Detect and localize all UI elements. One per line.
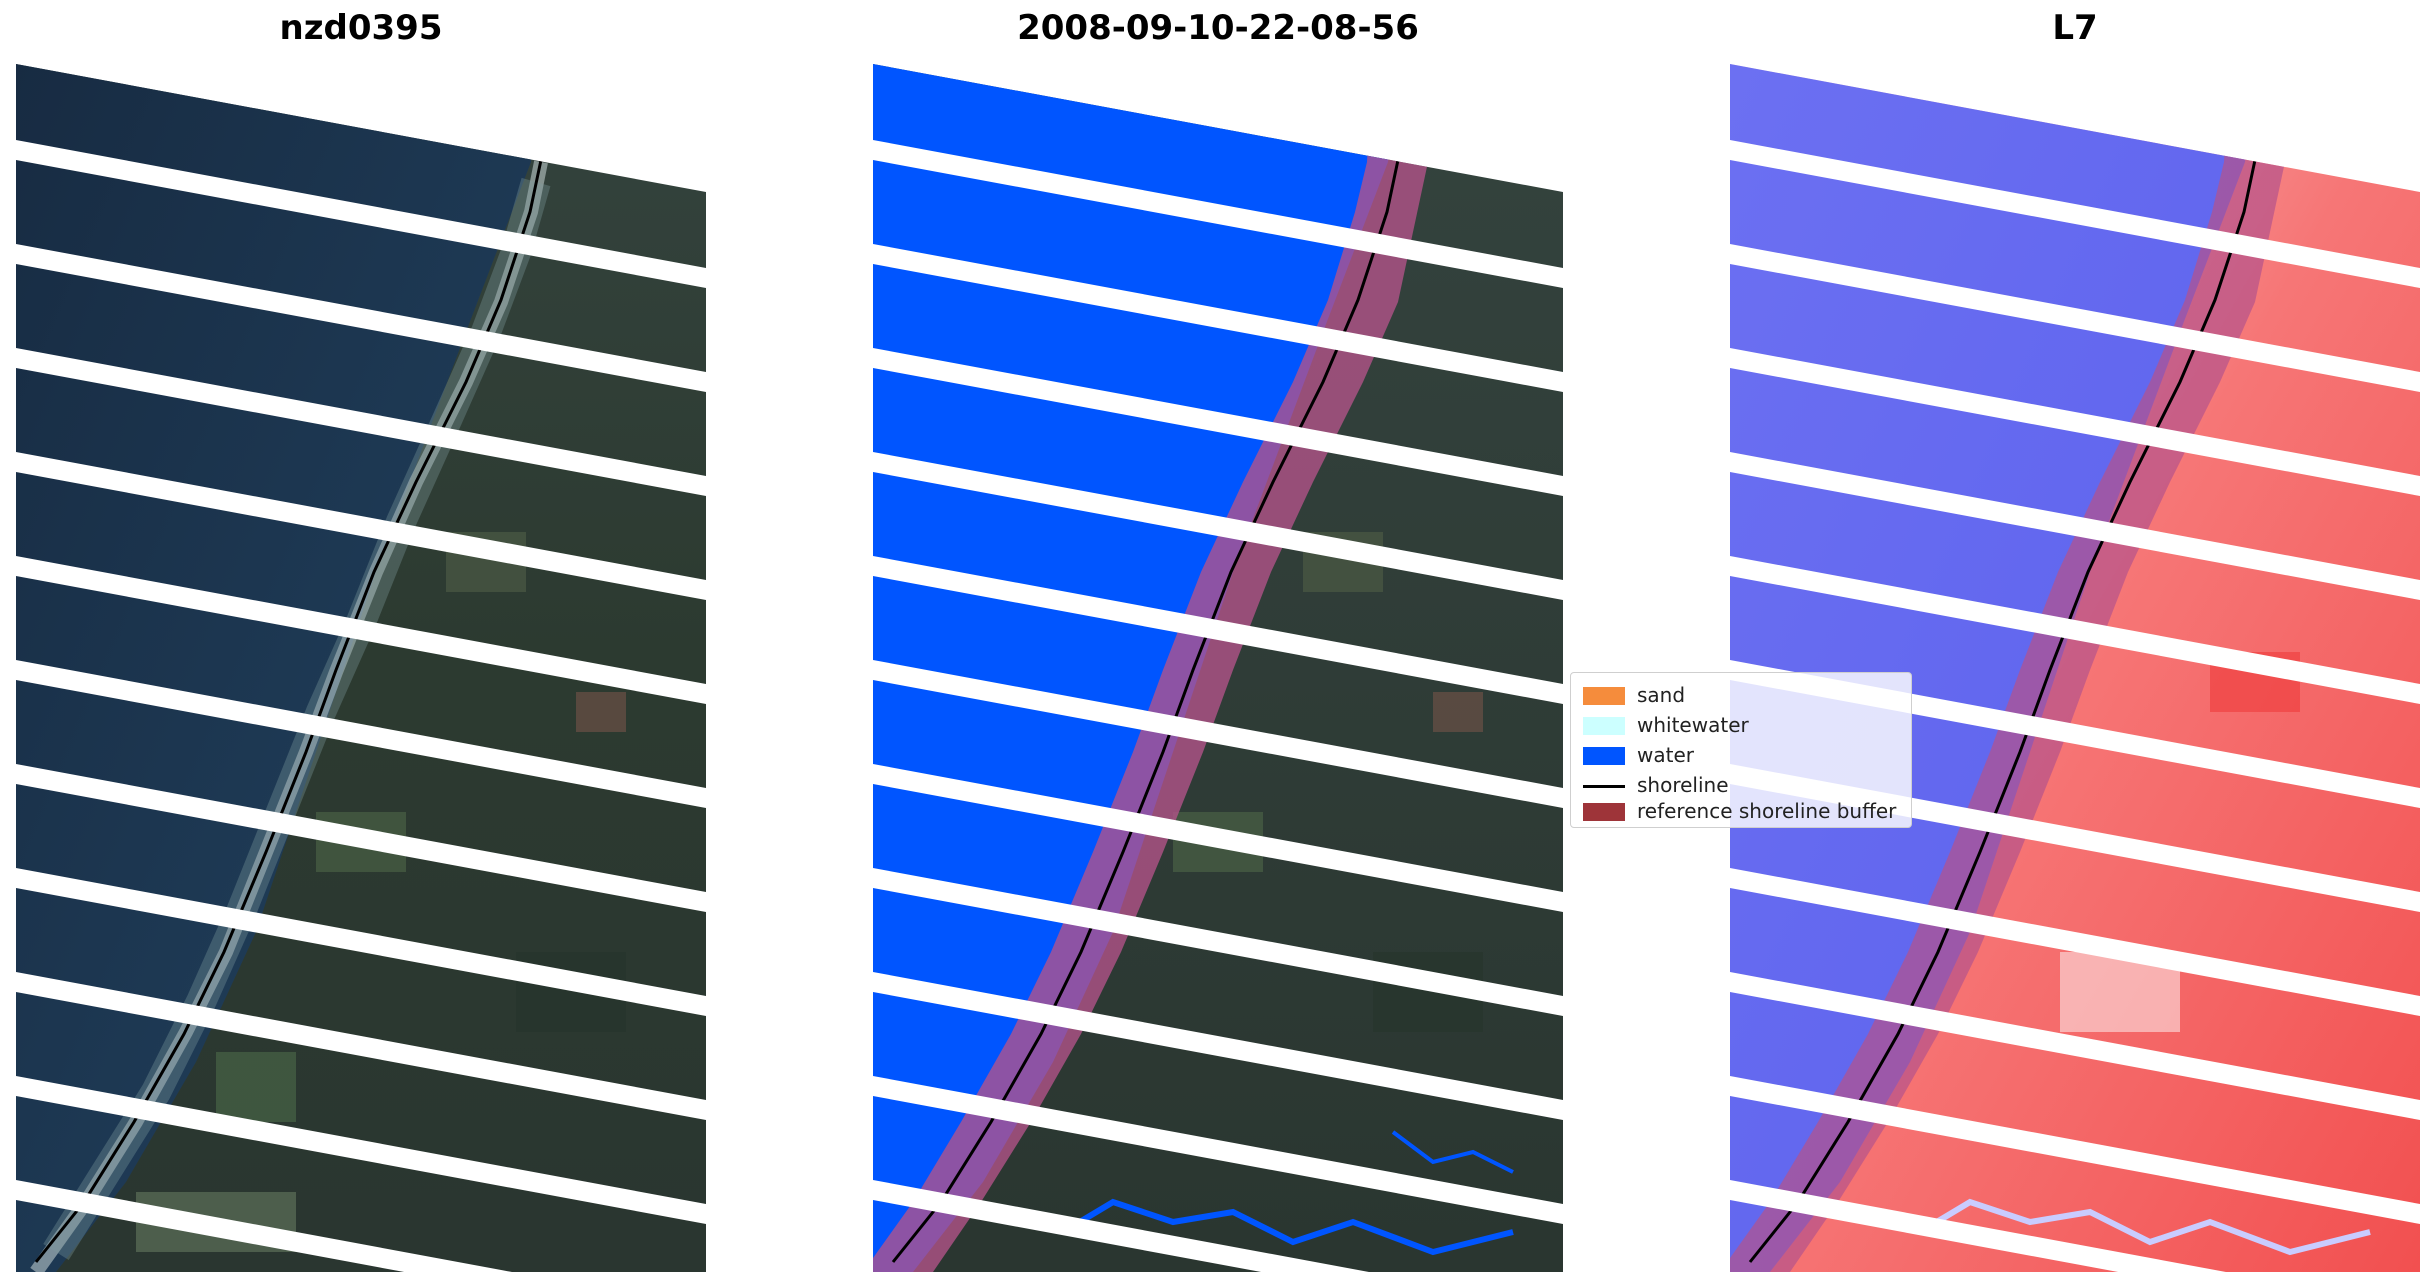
legend-swatch-whitewater xyxy=(1583,717,1625,735)
panel-title-index: L7 xyxy=(2052,8,2098,48)
legend-label-whitewater: whitewater xyxy=(1637,713,1749,737)
legend-swatch-water xyxy=(1583,747,1625,765)
legend-label-shoreline: shoreline xyxy=(1637,773,1729,797)
legend-swatch-sand xyxy=(1583,687,1625,705)
legend-label-sand: sand xyxy=(1637,683,1686,707)
panel-title-rgb: nzd0395 xyxy=(279,8,443,48)
panel-title-classified: 2008-09-10-22-08-56 xyxy=(1017,8,1419,48)
legend: sand whitewater water shoreline referenc… xyxy=(1570,672,1912,828)
rgb-satellite-image xyxy=(16,64,706,1272)
classified-image xyxy=(873,64,1563,1272)
legend-swatch-buffer xyxy=(1583,803,1625,821)
legend-line-shoreline xyxy=(1583,785,1625,788)
legend-label-buffer: reference shoreline buffer xyxy=(1637,799,1897,823)
water-index-image xyxy=(1730,64,2420,1272)
legend-label-water: water xyxy=(1637,743,1694,767)
